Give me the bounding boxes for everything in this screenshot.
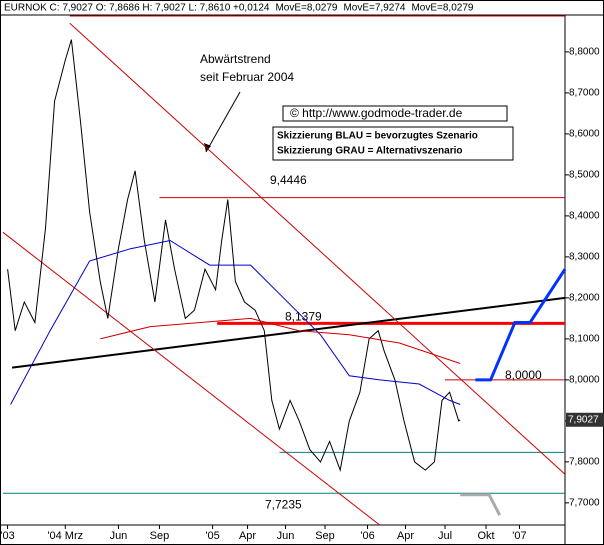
x-tick-label: Apr bbox=[239, 530, 256, 542]
y-tick-label: 8,5000 bbox=[569, 170, 600, 181]
trend-line bbox=[460, 493, 502, 516]
box bbox=[282, 105, 508, 122]
y-tick-label: 8,6000 bbox=[569, 129, 600, 140]
level-label: 8,0000 bbox=[505, 368, 542, 382]
x-tick-label: Sep bbox=[150, 530, 170, 542]
level-label: 8,1379 bbox=[285, 310, 322, 324]
box-text: © http://www.godmode-trader.de bbox=[290, 106, 463, 120]
annotation: Abwärtstrend bbox=[200, 52, 271, 66]
header-item: MovE=8,0279 bbox=[275, 3, 337, 14]
moving-average bbox=[10, 239, 461, 405]
x-tick-label: Okt bbox=[477, 530, 494, 542]
level-label: 8,8875 bbox=[300, 0, 337, 2]
y-tick-label: 8,1000 bbox=[569, 334, 600, 345]
y-tick-label: 8,7000 bbox=[569, 88, 600, 99]
annotation: seit Februar 2004 bbox=[200, 70, 294, 84]
last-price-label: 7,9027 bbox=[568, 414, 599, 425]
box-text: Skizzierung BLAU = bevorzugtes Szenario bbox=[277, 131, 478, 142]
arrow bbox=[205, 91, 241, 153]
arrow-head bbox=[204, 143, 211, 152]
x-tick-label: Jul bbox=[438, 530, 452, 542]
box-text: Skizzierung GRAU = Alternativszenario bbox=[277, 146, 463, 157]
x-tick-label: '06 bbox=[360, 530, 374, 542]
box bbox=[272, 126, 514, 161]
moving-average bbox=[100, 317, 461, 364]
trend-line bbox=[69, 22, 566, 475]
trend-line bbox=[2, 231, 381, 526]
header-item: MovE=8,0279 bbox=[411, 3, 473, 14]
y-tick-label: 8,0000 bbox=[569, 375, 600, 386]
header-item: EURNOK C: 7,9027 O: 7,8686 H: 7,9027 L: … bbox=[4, 3, 270, 14]
price-line bbox=[7, 39, 461, 472]
level-label: 7,7235 bbox=[265, 497, 302, 511]
y-tick-label: 8,2000 bbox=[569, 293, 600, 304]
y-tick-label: 7,7000 bbox=[569, 498, 600, 509]
last-price-box bbox=[566, 412, 604, 427]
y-tick-label: 8,4000 bbox=[569, 211, 600, 222]
trend-line bbox=[475, 268, 567, 382]
y-tick-label: 8,3000 bbox=[569, 252, 600, 263]
x-tick-label: '03 bbox=[0, 530, 14, 542]
x-tick-label: '07 bbox=[512, 530, 526, 542]
level-label: 9,4446 bbox=[270, 173, 307, 187]
header-item: MovE=7,9274 bbox=[343, 3, 405, 14]
x-tick-label: Apr bbox=[397, 530, 414, 542]
y-tick-label: 7,8000 bbox=[569, 457, 600, 468]
y-tick-label: 8,8000 bbox=[569, 47, 600, 58]
x-tick-label: '05 bbox=[205, 530, 219, 542]
x-tick-label: Sep bbox=[315, 530, 335, 542]
x-tick-label: '04 Mrz bbox=[47, 530, 83, 542]
x-tick-label: Jun bbox=[277, 530, 295, 542]
trend-line bbox=[11, 296, 566, 369]
x-tick-label: Jun bbox=[110, 530, 128, 542]
